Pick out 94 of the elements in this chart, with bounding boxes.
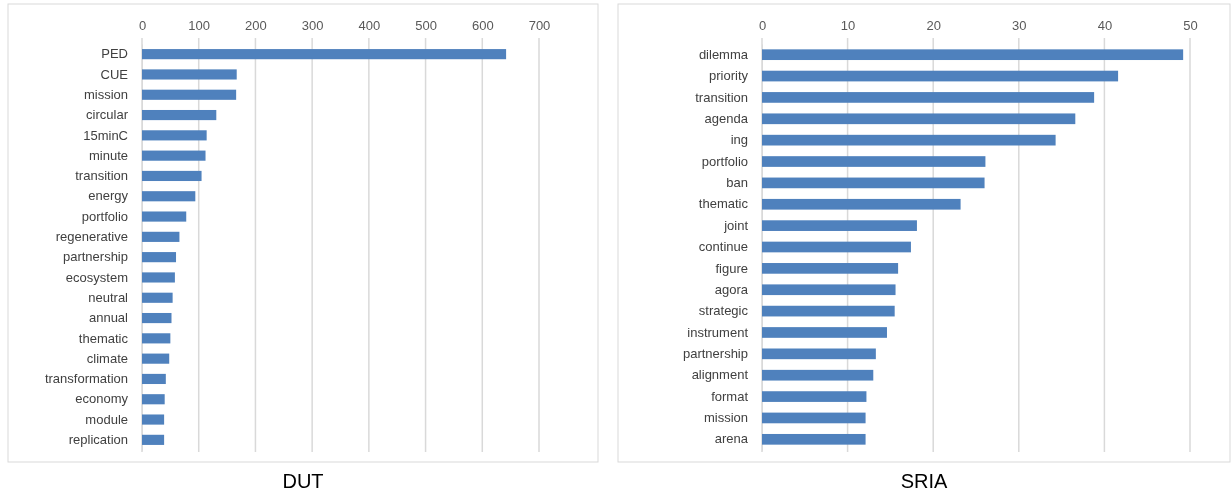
bar — [142, 434, 165, 445]
y-tick-label: mission — [703, 410, 748, 426]
bar — [142, 252, 177, 263]
bar — [762, 241, 911, 253]
y-tick-label: regenerative — [55, 229, 128, 245]
bar — [762, 327, 887, 338]
y-tick-label: ban — [726, 175, 748, 191]
x-tick-label: 50 — [1183, 18, 1198, 33]
y-tick-label: thematic — [698, 196, 749, 212]
bar — [762, 134, 1056, 146]
bar — [762, 113, 1076, 125]
y-tick-label: agenda — [704, 110, 749, 126]
bar — [762, 49, 1184, 61]
y-tick-label: minute — [88, 147, 128, 163]
bar — [142, 272, 175, 283]
x-tick-label: 40 — [1097, 18, 1113, 33]
bar — [142, 312, 172, 324]
y-tick-label: ing — [730, 132, 748, 148]
bar — [142, 130, 207, 141]
y-tick-label: agora — [714, 281, 749, 297]
bar — [142, 89, 237, 100]
bar — [142, 191, 196, 202]
bar — [142, 211, 187, 222]
bar — [762, 263, 899, 274]
y-tick-label: CUE — [100, 66, 129, 82]
bar — [762, 391, 867, 402]
y-tick-label: climate — [86, 350, 128, 366]
y-tick-label: replication — [68, 432, 128, 448]
bar — [762, 92, 1095, 103]
y-tick-label: PED — [101, 46, 128, 62]
y-tick-label: thematic — [78, 330, 129, 346]
y-tick-label: format — [711, 388, 749, 404]
y-tick-label: arena — [714, 431, 749, 447]
bar — [762, 220, 917, 231]
y-tick-label: annual — [88, 310, 129, 326]
y-tick-label: strategic — [698, 303, 749, 319]
bar — [142, 353, 170, 364]
y-tick-label: 15minC — [83, 127, 128, 143]
bar — [762, 177, 985, 189]
y-tick-label: mission — [83, 86, 128, 102]
y-tick-label: module — [85, 411, 128, 427]
x-tick-label: 20 — [926, 18, 941, 33]
x-tick-label: 600 — [471, 18, 494, 33]
bar — [762, 369, 874, 381]
bar — [142, 373, 166, 385]
y-tick-label: transition — [75, 168, 128, 184]
x-tick-label: 200 — [245, 18, 267, 33]
y-tick-label: joint — [723, 217, 749, 233]
bar — [142, 109, 217, 121]
y-tick-label: transformation — [44, 371, 128, 387]
y-tick-label: portfolio — [81, 208, 128, 224]
x-tick-label: 500 — [415, 18, 437, 33]
bar — [762, 284, 896, 296]
bar — [142, 49, 507, 60]
x-tick-label: 0 — [138, 18, 147, 33]
x-tick-label: 400 — [358, 18, 381, 33]
x-tick-label: 300 — [301, 18, 324, 33]
bar — [142, 394, 165, 405]
y-tick-label: circular — [86, 107, 129, 123]
y-tick-label: partnership — [62, 249, 128, 265]
y-tick-label: transition — [695, 89, 748, 105]
y-tick-label: priority — [708, 68, 749, 84]
x-tick-label: 30 — [1012, 18, 1027, 33]
y-tick-label: continue — [698, 239, 748, 255]
y-tick-label: neutral — [88, 289, 129, 305]
bar — [762, 348, 876, 360]
bar — [762, 156, 986, 167]
bar — [762, 70, 1119, 82]
y-tick-label: ecosystem — [65, 269, 128, 285]
y-tick-label: instrument — [687, 324, 749, 340]
bar — [142, 69, 237, 80]
y-tick-label: energy — [88, 188, 129, 204]
y-tick-label: portfolio — [701, 153, 748, 169]
bar — [142, 333, 171, 344]
bar — [142, 150, 206, 161]
bar — [762, 433, 866, 445]
bar — [142, 292, 173, 303]
bar — [142, 231, 180, 242]
x-tick-label: 100 — [188, 18, 211, 33]
bar — [762, 412, 866, 424]
text: SRIA — [900, 470, 948, 492]
text: DUT — [282, 470, 324, 492]
y-tick-label: partnership — [682, 346, 748, 361]
bar — [142, 170, 202, 182]
x-tick-label: 0 — [758, 18, 767, 33]
bar — [762, 198, 961, 210]
y-tick-label: figure — [715, 260, 748, 276]
y-tick-label: dilemma — [698, 46, 749, 62]
y-tick-label: alignment — [691, 367, 749, 383]
bar — [142, 414, 165, 425]
bar — [762, 305, 895, 317]
y-tick-label: economy — [75, 391, 129, 407]
x-tick-label: 700 — [528, 18, 551, 33]
x-tick-label: 10 — [840, 18, 856, 33]
